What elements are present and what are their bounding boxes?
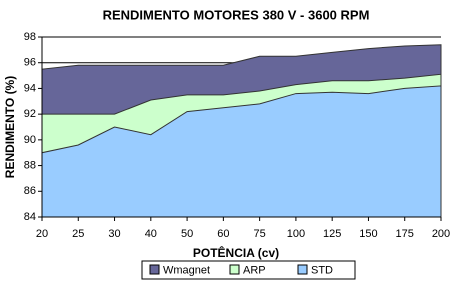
y-tick-label: 90	[24, 134, 36, 146]
x-tick-label: 150	[359, 228, 377, 240]
x-tick-label: 25	[72, 228, 84, 240]
y-tick-label: 86	[24, 185, 36, 197]
x-axis-label: POTÊNCIA (cv)	[193, 245, 279, 260]
y-tick-label: 84	[24, 211, 36, 223]
y-tick-label: 88	[24, 159, 36, 171]
x-tick-label: 175	[396, 228, 414, 240]
legend-swatch	[229, 264, 240, 275]
legend-swatch	[149, 264, 160, 275]
x-tick-label: 60	[217, 228, 229, 240]
legend-swatch	[297, 264, 308, 275]
y-tick-label: 92	[24, 108, 36, 120]
legend-label: STD	[311, 264, 333, 276]
y-tick-label: 96	[24, 57, 36, 69]
x-tick-label: 50	[181, 228, 193, 240]
x-tick-label: 200	[432, 228, 450, 240]
chart-title: RENDIMENTO MOTORES 380 V - 3600 RPM	[103, 7, 370, 22]
x-tick-label: 30	[108, 228, 120, 240]
legend-label: Wmagnet	[163, 264, 210, 276]
y-axis-label: RENDIMENTO (%)	[3, 76, 17, 178]
legend-label: ARP	[243, 264, 266, 276]
x-tick-label: 125	[323, 228, 341, 240]
y-tick-label: 98	[24, 31, 36, 43]
y-tick-label: 94	[24, 82, 36, 94]
x-tick-label: 20	[36, 228, 48, 240]
x-tick-label: 40	[145, 228, 157, 240]
legend: Wmagnet ARP STD	[141, 260, 356, 280]
area	[41, 85, 442, 218]
x-tick-label: 100	[287, 228, 305, 240]
x-tick-label: 75	[254, 228, 266, 240]
